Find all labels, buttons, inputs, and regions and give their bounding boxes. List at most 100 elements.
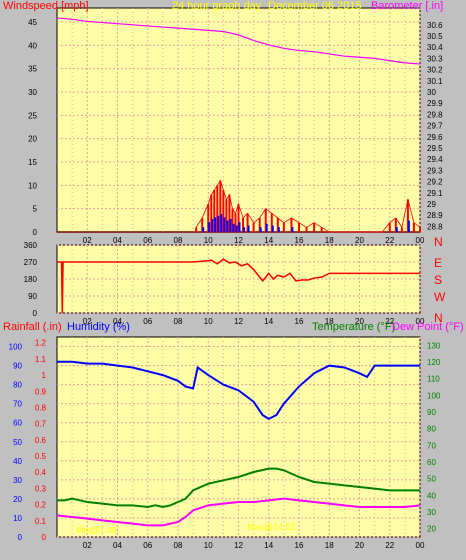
x-tick-label: 14 <box>264 236 273 245</box>
direction-series <box>57 258 420 314</box>
direction-tick-label: 270 <box>24 258 38 267</box>
x-tick-label: 14 <box>264 317 273 326</box>
y-right-tick-label: 28.8 <box>427 222 443 231</box>
x-tick-label: 02 <box>83 541 92 550</box>
humidity-tick-label: 0 <box>18 533 23 542</box>
compass-label: E <box>434 256 442 270</box>
x-tick-label: 02 <box>83 236 92 245</box>
x-tick-label: 12 <box>234 541 243 550</box>
humidity-tick-label: 100 <box>9 343 23 352</box>
dew-point-axis-label: Dew Point (°F) <box>392 321 464 333</box>
wind-barometer-grid <box>57 8 421 233</box>
temperature-tick-label: 50 <box>427 475 436 484</box>
y-right-tick-label: 29.5 <box>427 144 443 153</box>
y-left-tick-label: 10 <box>28 181 37 190</box>
rainfall-tick-label: 1.2 <box>35 339 47 348</box>
compass-label: N <box>434 235 443 249</box>
y-right-tick-label: 29.1 <box>427 189 443 198</box>
humidity-tick-label: 30 <box>13 476 22 485</box>
y-right-tick-label: 30.1 <box>427 77 443 86</box>
x-tick-label: 22 <box>385 317 394 326</box>
dew-point-line <box>56 497 421 527</box>
rainfall-tick-label: 0 <box>42 533 47 542</box>
y-left-tick-label: 0 <box>33 228 38 237</box>
wind-barometer-series <box>56 17 421 233</box>
y-left-tick-label: 35 <box>28 65 37 74</box>
x-tick-label: 12 <box>234 236 243 245</box>
x-tick-label: 08 <box>174 317 183 326</box>
y-left-tick-label: 45 <box>28 18 37 27</box>
humidity-tick-label: 80 <box>13 381 22 390</box>
temperature-axis-label: Temperature (°F) <box>312 321 395 333</box>
y-right-tick-label: 28.9 <box>427 211 443 220</box>
x-tick-label: 20 <box>355 236 364 245</box>
wind-barometer-ticks: 0 5 10 15 20 25 30 35 40 45 28.8 28.9 29 29.1 29.2 29.3… <box>28 18 443 245</box>
x-tick-label: 06 <box>143 236 152 245</box>
rainfall-tick-label: 0.8 <box>35 403 47 412</box>
x-tick-label: 00 <box>416 317 425 326</box>
direction-tick-label: 360 <box>24 241 38 250</box>
max-annotation: Max@14:52 <box>247 522 296 532</box>
x-tick-label: 08 <box>174 541 183 550</box>
y-right-tick-label: 30.3 <box>427 54 443 63</box>
rainfall-tick-label: 0.6 <box>35 436 47 445</box>
x-tick-label: 22 <box>385 541 394 550</box>
y-right-tick-label: 29.7 <box>427 122 443 131</box>
x-tick-label: 18 <box>325 236 334 245</box>
rainfall-tick-label: 0.2 <box>35 501 47 510</box>
compass-label: W <box>434 290 446 304</box>
rainfall-tick-label: 1.1 <box>35 355 47 364</box>
humidity-temperature-ticks: 010203040506070809010000.10.20.30.40.50.… <box>9 339 441 550</box>
x-tick-label: 18 <box>325 317 334 326</box>
x-tick-label: 02 <box>83 317 92 326</box>
y-right-tick-label: 29 <box>427 200 436 209</box>
humidity-tick-label: 90 <box>13 362 22 371</box>
humidity-tick-label: 60 <box>13 419 22 428</box>
humidity-tick-label: 50 <box>13 438 22 447</box>
y-right-tick-label: 30.5 <box>427 32 443 41</box>
wind-line <box>195 179 421 233</box>
direction-tick-label: 90 <box>28 292 37 301</box>
chart-title: 24 hour graph day <box>172 0 262 12</box>
humidity-tick-label: 40 <box>13 457 22 466</box>
x-tick-label: 10 <box>204 541 213 550</box>
windspeed-axis-label: Windspeed [mph] <box>3 0 89 12</box>
temperature-tick-label: 70 <box>427 441 436 450</box>
y-right-tick-label: 29.6 <box>427 133 443 142</box>
compass-label: S <box>434 273 442 287</box>
y-left-tick-label: 15 <box>28 158 37 167</box>
chart-date: December 06 2015 <box>268 0 362 12</box>
temperature-tick-label: 40 <box>427 491 436 500</box>
y-left-tick-label: 30 <box>28 88 37 97</box>
y-right-tick-label: 30.6 <box>427 21 443 30</box>
temperature-tick-label: 80 <box>427 425 436 434</box>
x-tick-label: 06 <box>143 541 152 550</box>
y-right-tick-label: 29.3 <box>427 166 443 175</box>
temperature-tick-label: 110 <box>427 375 440 384</box>
x-tick-label: 14 <box>264 541 273 550</box>
temperature-tick-label: 100 <box>427 391 441 400</box>
temperature-tick-label: 120 <box>427 358 441 367</box>
direction-tick-label: 180 <box>24 275 38 284</box>
x-tick-label: 10 <box>204 317 213 326</box>
x-tick-label: 12 <box>234 317 243 326</box>
humidity-axis-label: Humidity (%) <box>67 321 130 333</box>
x-tick-label: 00 <box>416 236 425 245</box>
min-annotation: Min@7:45 <box>76 525 117 535</box>
y-left-tick-label: 20 <box>28 135 37 144</box>
temperature-tick-label: 30 <box>427 508 436 517</box>
rainfall-tick-label: 0.7 <box>35 420 47 429</box>
direction-line <box>57 258 420 314</box>
x-tick-label: 04 <box>113 236 122 245</box>
y-left-tick-label: 25 <box>28 111 37 120</box>
temperature-tick-label: 130 <box>427 341 441 350</box>
rainfall-tick-label: 1 <box>42 371 47 380</box>
x-tick-label: 10 <box>204 236 213 245</box>
y-left-tick-label: 40 <box>28 41 37 50</box>
barometer-axis-label: Barometer [.in] <box>371 0 443 12</box>
humidity-tick-label: 10 <box>13 514 22 523</box>
humidity-temperature-series <box>56 360 421 527</box>
